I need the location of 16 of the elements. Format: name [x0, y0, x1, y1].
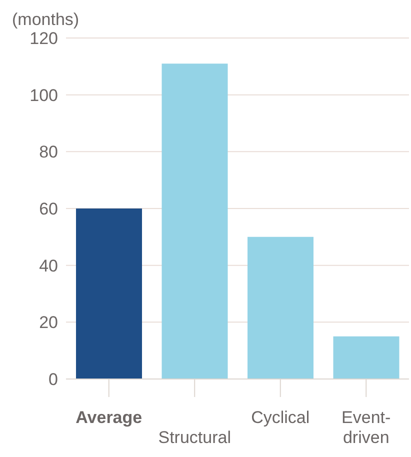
- x-tick-label: Average: [76, 408, 142, 427]
- y-tick-label: 120: [30, 29, 58, 48]
- y-tick-label: 40: [39, 256, 58, 276]
- bar: [76, 208, 142, 379]
- bar: [162, 64, 228, 379]
- bar: [333, 336, 400, 379]
- y-axis-title: (months): [12, 10, 80, 30]
- y-tick-label: 60: [39, 200, 58, 219]
- y-tick-label: 100: [30, 86, 58, 105]
- y-tick-label: 80: [39, 142, 58, 162]
- y-tick-label: 0: [48, 370, 58, 390]
- x-tick-label: Cyclical: [251, 408, 310, 427]
- y-tick-label: 20: [39, 313, 58, 332]
- bar: [248, 236, 314, 379]
- x-tick-label: Structural: [158, 428, 231, 447]
- x-tick-label: Event-driven: [342, 408, 391, 447]
